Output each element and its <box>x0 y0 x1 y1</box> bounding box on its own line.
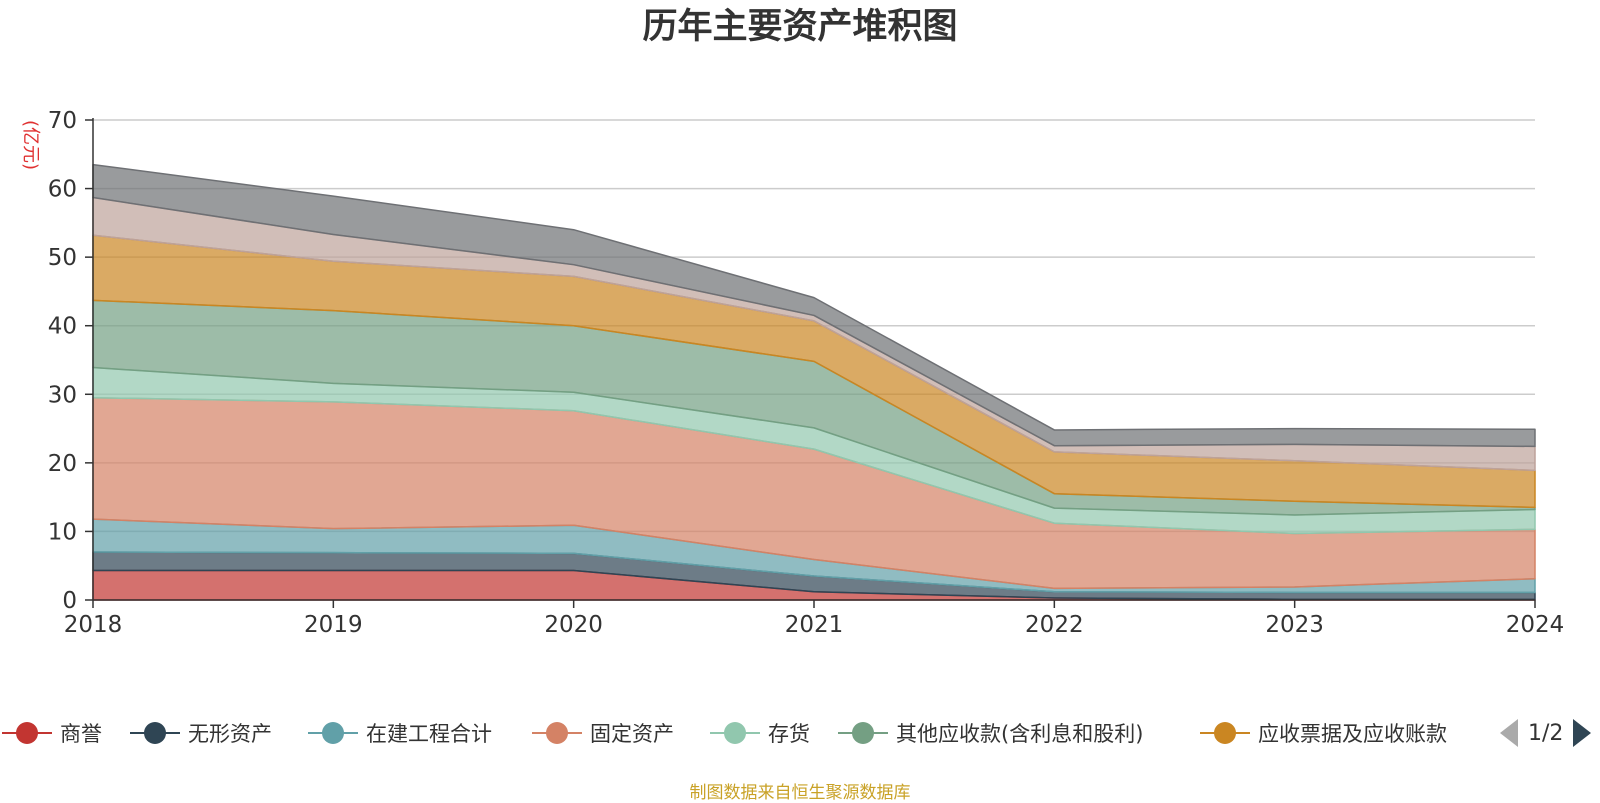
series-area-8 <box>92 163 1536 448</box>
x-axis-ticks: 2018 2019 2020 2021 2022 2023 2024 <box>64 600 1565 638</box>
legend-item-6[interactable]: 应收票据及应收账款 <box>1200 713 1447 753</box>
legend-label: 固定资产 <box>590 722 674 746</box>
x-tick-label-2018: 2018 <box>64 612 123 638</box>
legend-label: 在建工程合计 <box>366 722 492 746</box>
legend-item-2[interactable]: 在建工程合计 <box>308 713 492 753</box>
legend-label: 应收票据及应收账款 <box>1258 722 1447 746</box>
x-tick-label-2021: 2021 <box>785 612 844 638</box>
y-tick-label-20: 20 <box>48 451 77 477</box>
y-tick-label-70: 70 <box>48 108 77 134</box>
legend-swatch-icon <box>710 721 760 745</box>
x-tick-label-2022: 2022 <box>1025 612 1084 638</box>
y-axis-ticks: 0 10 20 30 40 50 60 70 <box>48 108 93 614</box>
y-tick-label-60: 60 <box>48 177 77 203</box>
y-tick-label-30: 30 <box>48 382 77 408</box>
x-tick-label-2019: 2019 <box>304 612 363 638</box>
legend-next-page-icon[interactable] <box>1573 719 1592 747</box>
chart-title: 历年主要资产堆积图 <box>642 7 957 47</box>
legend-swatch-icon <box>532 721 582 745</box>
x-tick-label-2024: 2024 <box>1506 612 1565 638</box>
legend-swatch-icon <box>2 721 52 745</box>
y-tick-label-40: 40 <box>48 314 77 340</box>
legend-swatch-icon <box>1200 721 1250 745</box>
x-tick-label-2020: 2020 <box>544 612 603 638</box>
data-source-note: 制图数据来自恒生聚源数据库 <box>689 783 911 803</box>
legend-item-0[interactable]: 商誉 <box>2 713 102 753</box>
legend: 商誉 无形资产 在建工程合计 固定资产 存货 其他应收款(含利息和股利) 应收票据及应收账款 <box>0 713 1600 753</box>
y-tick-label-0: 0 <box>62 588 77 614</box>
legend-page-indicator: 1/2 <box>1528 720 1564 746</box>
y-tick-label-10: 10 <box>48 519 77 545</box>
legend-label: 其他应收款(含利息和股利) <box>896 722 1144 746</box>
x-tick-label-2023: 2023 <box>1265 612 1324 638</box>
legend-label: 无形资产 <box>188 722 272 746</box>
series-areas <box>92 163 1536 601</box>
legend-swatch-icon <box>130 721 180 745</box>
legend-pager: 1/2 <box>1500 713 1592 753</box>
legend-label: 存货 <box>768 722 810 746</box>
legend-item-4[interactable]: 存货 <box>710 713 810 753</box>
y-tick-label-50: 50 <box>48 245 77 271</box>
legend-item-1[interactable]: 无形资产 <box>130 713 272 753</box>
legend-item-3[interactable]: 固定资产 <box>532 713 674 753</box>
legend-swatch-icon <box>308 721 358 745</box>
legend-item-5[interactable]: 其他应收款(含利息和股利) <box>838 713 1143 753</box>
legend-prev-page-icon[interactable] <box>1500 719 1518 747</box>
legend-label: 商誉 <box>60 722 102 746</box>
legend-swatch-icon <box>838 721 888 745</box>
y-axis-unit-label: (亿元) <box>20 120 41 170</box>
